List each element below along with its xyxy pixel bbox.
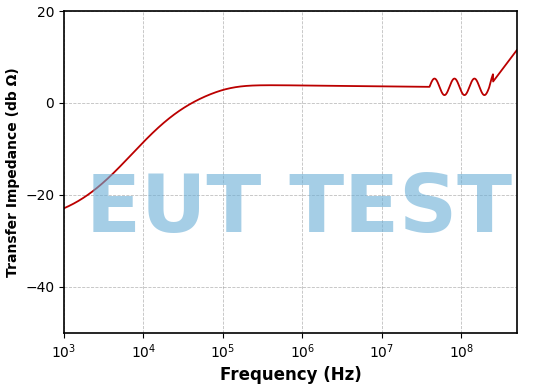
X-axis label: Frequency (Hz): Frequency (Hz) — [220, 367, 361, 385]
Y-axis label: Transfer Impedance (db Ω): Transfer Impedance (db Ω) — [5, 67, 19, 277]
Text: EUT TEST: EUT TEST — [86, 171, 512, 249]
